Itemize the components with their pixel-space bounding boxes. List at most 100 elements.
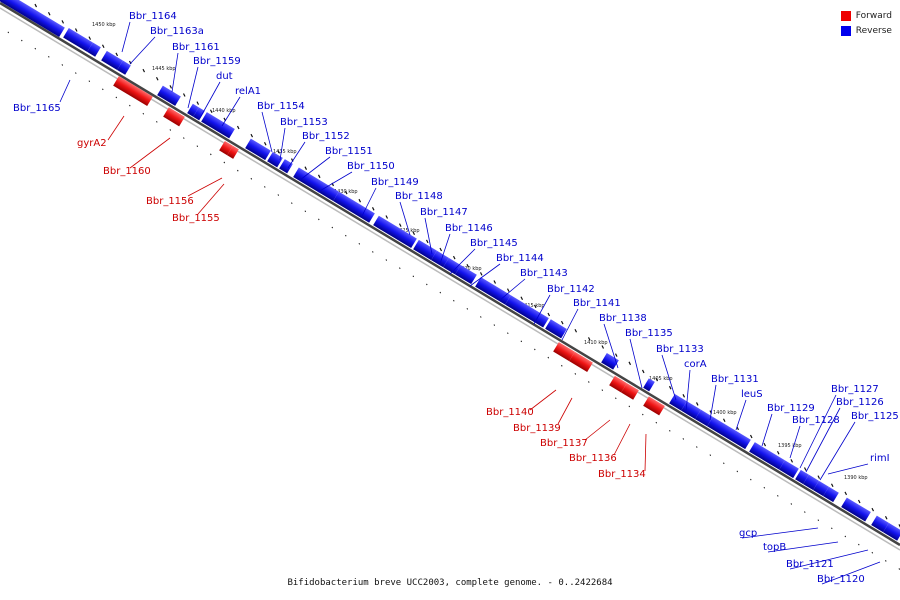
gene-label[interactable]: Bbr_1128 [792,415,840,426]
gene-label[interactable]: Bbr_1156 [146,196,194,207]
forward-gene-arrow[interactable] [163,107,185,127]
gene-label[interactable]: Bbr_1129 [767,403,815,414]
gene-label[interactable]: Bbr_1165 [13,103,61,114]
reverse-gene-arrow[interactable] [883,522,900,541]
gene-label[interactable]: Bbr_1120 [817,574,865,585]
gene-label[interactable]: Bbr_1135 [625,328,673,339]
gene-label[interactable]: Bbr_1136 [569,453,617,464]
reverse-gene-arrow[interactable] [795,469,809,485]
reverse-gene-arrow[interactable] [0,0,65,38]
reverse-gene-arrow[interactable] [601,353,619,370]
gene-label[interactable]: Bbr_1163a [150,26,204,37]
gene-label[interactable]: Bbr_1151 [325,146,373,157]
gene-label[interactable]: Bbr_1126 [836,397,884,408]
gene-label[interactable]: Bbr_1125 [851,411,899,422]
reverse-gene-arrow[interactable] [187,103,199,117]
gene-label[interactable]: Bbr_1137 [540,438,588,449]
forward-gene-arrow[interactable] [227,145,239,159]
reverse-gene-arrow[interactable] [475,277,511,305]
reverse-gene-arrow[interactable] [669,393,687,411]
reverse-gene-arrow[interactable] [695,409,713,427]
gene-label[interactable]: Bbr_1164 [129,11,177,22]
forward-gene-arrow[interactable] [569,351,593,373]
forward-gene-arrow[interactable] [553,342,575,362]
reverse-gene-arrow[interactable] [681,401,701,420]
reverse-gene-arrow[interactable] [841,497,871,522]
gene-label[interactable]: Bbr_1145 [470,238,518,249]
reverse-gene-arrow[interactable] [707,416,751,450]
gene-label[interactable]: Bbr_1161 [172,42,220,53]
gene-label[interactable]: Bbr_1134 [598,469,646,480]
reverse-gene-arrow[interactable] [193,107,205,121]
gene-label[interactable]: Bbr_1144 [496,253,544,264]
reverse-gene-arrow[interactable] [813,480,829,497]
gene-label[interactable]: Bbr_1131 [711,374,759,385]
gene-label[interactable]: Bbr_1149 [371,177,419,188]
gene-label[interactable]: Bbr_1140 [486,407,534,418]
gene-label[interactable]: topB [763,542,786,553]
scale-tick [655,377,659,382]
gene-label[interactable]: Bbr_1142 [547,284,595,295]
reverse-gene-arrow[interactable] [803,474,819,491]
reverse-gene-arrow[interactable] [245,138,271,161]
gene-label[interactable]: relA1 [235,86,261,97]
gene-label[interactable]: Bbr_1127 [831,384,879,395]
forward-gene-arrow[interactable] [609,375,627,393]
reverse-gene-arrow[interactable] [373,215,417,249]
reverse-gene-arrow[interactable] [333,191,375,223]
gene-label[interactable]: Bbr_1148 [395,191,443,202]
gene-label[interactable]: dut [216,71,233,82]
gene-label[interactable]: Bbr_1146 [445,223,493,234]
forward-gene-arrow[interactable] [219,140,233,156]
forward-gene-arrow[interactable] [643,396,665,416]
reverse-gene-arrow[interactable] [749,442,785,470]
gene-label[interactable]: Bbr_1160 [103,166,151,177]
reverse-gene-arrow[interactable] [505,295,549,328]
leader-line [767,541,839,553]
leader-line [644,433,647,472]
gene-label[interactable]: Bbr_1153 [280,117,328,128]
gene-label[interactable]: Bbr_1159 [193,56,241,67]
scale-tick [857,499,861,504]
gene-label[interactable]: Bbr_1121 [786,559,834,570]
reverse-gene-arrow[interactable] [201,112,235,139]
reverse-gene-arrow[interactable] [545,319,567,339]
forward-gene-arrow[interactable] [113,76,153,107]
reverse-gene-arrow[interactable] [267,151,283,168]
reverse-gene-arrow[interactable] [443,257,461,275]
gene-label[interactable]: corA [684,359,707,370]
reverse-gene-arrow[interactable] [779,460,799,479]
gene-label[interactable]: rimI [870,453,890,464]
reverse-gene-arrow[interactable] [117,60,131,75]
reverse-gene-arrow[interactable] [431,250,449,268]
gene-label[interactable]: Bbr_1155 [172,213,220,224]
gene-label[interactable]: leuS [741,389,763,400]
gene-label[interactable]: Bbr_1138 [599,313,647,324]
gene-label[interactable]: Bbr_1154 [257,101,305,112]
reverse-gene-arrow[interactable] [413,239,437,261]
reverse-gene-arrow[interactable] [293,167,339,202]
reverse-gene-arrow[interactable] [101,50,123,70]
reverse-gene-arrow[interactable] [455,265,477,285]
reverse-gene-arrow[interactable] [823,486,839,503]
reverse-gene-arrow-body [63,28,93,52]
reverse-gene-arrow[interactable] [63,28,93,52]
gene-label[interactable]: Bbr_1133 [656,344,704,355]
gene-label[interactable]: Bbr_1152 [302,131,350,142]
gene-label[interactable]: gcp [739,528,757,539]
leader-line [661,354,677,401]
reverse-gene-arrow[interactable] [87,42,101,57]
reverse-gene-arrow[interactable] [157,85,181,106]
gene-label[interactable]: Bbr_1143 [520,268,568,279]
reverse-gene-arrow[interactable] [643,378,655,392]
scale-tick [885,560,887,562]
reverse-gene-arrow[interactable] [871,515,889,533]
scale-tick [560,320,564,325]
gene-label[interactable]: gyrA2 [77,138,107,149]
gene-label[interactable]: Bbr_1139 [513,423,561,434]
gene-label[interactable]: Bbr_1150 [347,161,395,172]
gene-label[interactable]: Bbr_1141 [573,298,621,309]
reverse-gene-arrow[interactable] [279,159,293,174]
gene-label[interactable]: Bbr_1147 [420,207,468,218]
forward-gene-arrow[interactable] [621,383,639,400]
